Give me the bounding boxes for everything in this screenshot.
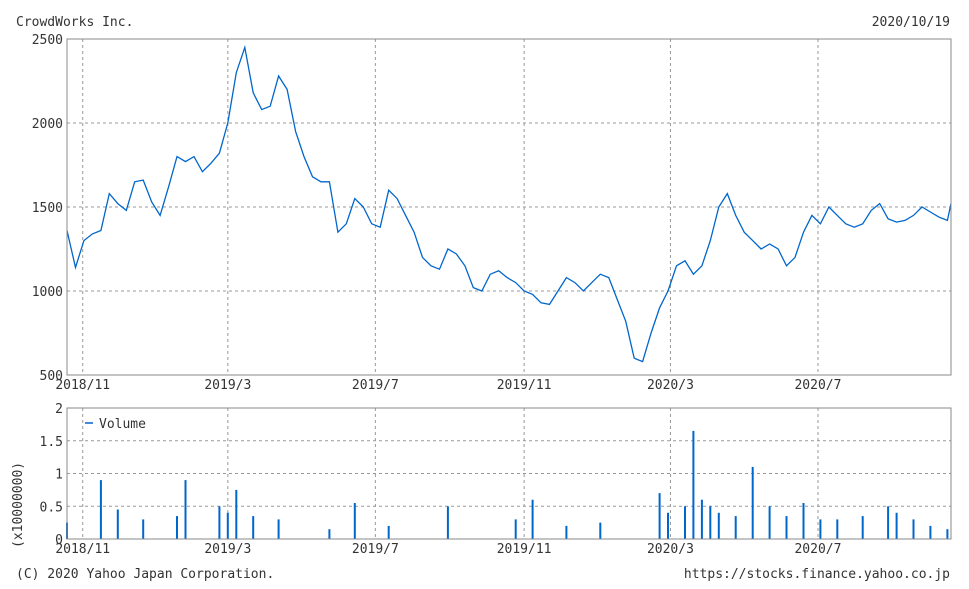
volume-bar: [802, 503, 805, 539]
volume-bar: [734, 516, 737, 539]
volume-bar: [184, 480, 187, 539]
volume-y-tick-label: 0.5: [40, 500, 63, 515]
volume-y-tick-label: 2: [55, 402, 63, 417]
price-x-tick-label: 2019/7: [352, 378, 399, 393]
volume-bar: [226, 512, 229, 539]
price-x-axis: 2018/11 2019/3 2019/7 2019/11 2020/3 2020/7: [55, 378, 841, 393]
volume-y-tick-label: 0: [55, 533, 63, 548]
volume-bar: [895, 512, 898, 539]
price-x-tick-label: 2019/3: [204, 378, 251, 393]
volume-bar: [514, 519, 517, 539]
volume-bar: [277, 519, 280, 539]
volume-x-tick-label: 2020/7: [794, 542, 841, 557]
volume-bar: [235, 489, 238, 539]
price-plot-frame: [66, 38, 952, 376]
price-y-tick-label: 2000: [32, 117, 63, 132]
price-y-tick-label: 500: [40, 369, 63, 384]
volume-bars: [66, 430, 949, 540]
volume-x-axis: 2018/11 2019/3 2019/7 2019/11 2020/3 2020/7: [55, 542, 841, 557]
volume-bar: [218, 506, 221, 540]
volume-bar: [565, 525, 568, 539]
price-x-tick-label: 2020/7: [794, 378, 841, 393]
company-name: CrowdWorks Inc.: [16, 15, 133, 30]
volume-bar: [717, 512, 720, 539]
volume-bar: [692, 430, 695, 539]
volume-bar: [768, 506, 771, 540]
price-x-tick-label: 2018/11: [55, 378, 110, 393]
volume-bar: [142, 519, 145, 539]
copyright: (C) 2020 Yahoo Japan Corporation.: [16, 567, 274, 582]
volume-bar: [709, 506, 712, 540]
price-y-axis: 500 1000 1500 2000 2500: [32, 33, 63, 384]
volume-bar: [252, 516, 255, 539]
price-y-tick-label: 2500: [32, 33, 63, 48]
volume-bar: [328, 529, 331, 539]
volume-bar: [176, 516, 178, 539]
price-x-tick-label: 2019/11: [497, 378, 552, 393]
price-y-tick-label: 1000: [32, 285, 63, 300]
volume-x-tick-label: 2019/7: [352, 542, 399, 557]
volume-unit-label: (x10000000): [11, 462, 26, 548]
volume-y-tick-label: 1: [55, 468, 63, 483]
volume-bar: [667, 512, 669, 539]
volume-x-tick-label: 2018/11: [55, 542, 110, 557]
volume-bar: [946, 529, 949, 539]
volume-plot-frame: [66, 407, 952, 540]
volume-bar: [887, 506, 890, 540]
volume-bar: [836, 519, 839, 539]
volume-x-tick-label: 2019/11: [497, 542, 552, 557]
source-url: https://stocks.finance.yahoo.co.jp: [684, 567, 950, 582]
volume-bar: [446, 506, 449, 540]
legend-label: Volume: [99, 417, 146, 432]
volume-grid: [67, 407, 951, 540]
volume-bar: [912, 519, 915, 539]
price-grid: [67, 38, 951, 376]
volume-bar: [929, 525, 932, 539]
volume-x-tick-label: 2020/3: [647, 542, 694, 557]
volume-bar: [684, 506, 686, 540]
volume-bar: [861, 516, 864, 539]
price-y-tick-label: 1500: [32, 201, 63, 216]
volume-y-axis: 0 0.5 1 1.5 2: [40, 402, 63, 548]
volume-y-tick-label: 1.5: [40, 435, 63, 450]
volume-bar: [658, 493, 661, 539]
price-line: [66, 44, 952, 363]
price-x-tick-label: 2020/3: [647, 378, 694, 393]
volume-bar: [700, 499, 703, 539]
volume-legend: Volume: [85, 417, 146, 432]
volume-bar: [353, 503, 356, 539]
volume-bar: [785, 516, 788, 539]
chart-date: 2020/10/19: [872, 15, 950, 30]
volume-bar: [599, 522, 602, 539]
volume-bar: [99, 480, 102, 539]
volume-bar: [116, 509, 119, 539]
volume-bar: [531, 499, 534, 539]
volume-x-tick-label: 2019/3: [204, 542, 251, 557]
volume-bar: [819, 519, 822, 539]
volume-bar: [751, 466, 754, 539]
volume-bar: [387, 525, 390, 539]
